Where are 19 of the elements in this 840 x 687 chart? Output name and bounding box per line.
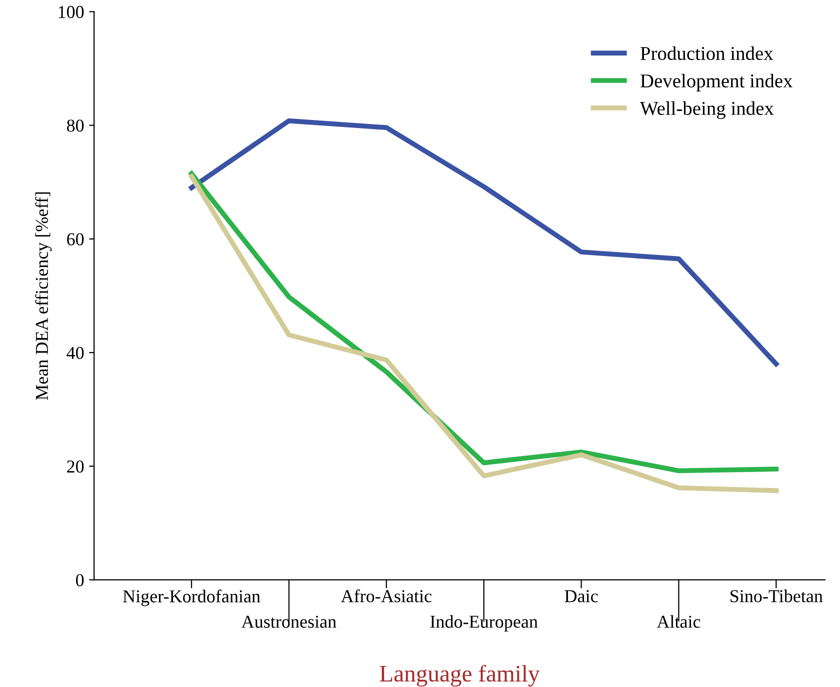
y-tick-label: 20 [67, 460, 84, 473]
x-axis-title: Language family [380, 664, 540, 687]
legend-label: Development index [640, 74, 793, 92]
x-tick-label: Austronesian [242, 616, 336, 628]
y-tick-label: 100 [58, 6, 84, 18]
x-tick-label: Niger-Kordofanian [123, 590, 260, 606]
x-tick-label: Sino-Tibetan [730, 590, 823, 602]
legend-label: Production index [640, 46, 774, 60]
line-series [189, 118, 779, 366]
x-tick-label: Daic [564, 590, 598, 602]
y-axis-title: Mean DEA efficiency [%eff] [35, 192, 52, 400]
y-tick-label: 0 [76, 574, 84, 586]
x-tick-label: Indo-European [430, 615, 538, 632]
y-tick-label: 40 [66, 346, 84, 360]
y-tick-label: 80 [66, 120, 84, 132]
x-tick-label: Afro-Asiatic [340, 589, 432, 602]
y-tick-label: 60 [67, 233, 84, 246]
x-tick-label: Altaic [656, 615, 700, 628]
legend-label: Well-being index [640, 101, 774, 119]
